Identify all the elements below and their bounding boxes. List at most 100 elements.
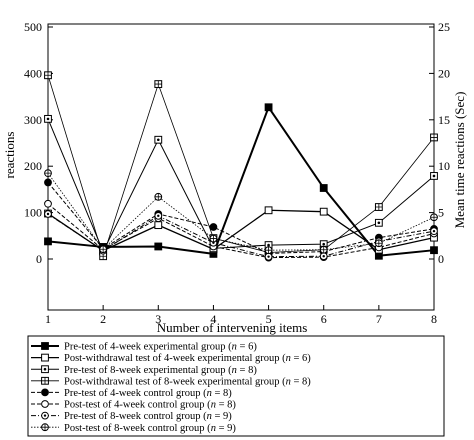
y2-tick-label: 20 (438, 66, 450, 80)
series-point-8 (430, 213, 438, 222)
marker-dot (432, 174, 436, 178)
marker-dot (322, 255, 325, 258)
x-tick-label: 2 (100, 312, 106, 326)
y2-axis-title: Mean time reactions (Sec) (452, 92, 467, 229)
marker-dot (43, 367, 47, 371)
y2-tick-label: 5 (438, 206, 444, 220)
series-point-8 (44, 169, 52, 178)
marker-shape (41, 353, 49, 362)
series-point-4 (374, 203, 383, 211)
legend-label-count: = 8) (291, 376, 311, 387)
x-tick-label: 4 (210, 312, 216, 326)
marker-plus (41, 423, 49, 431)
legend-marker-1 (41, 342, 49, 350)
legend-label-count: = 6) (237, 342, 257, 353)
series-point-4 (430, 133, 438, 142)
legend-marker-6 (41, 400, 49, 408)
series-point-5 (44, 178, 52, 187)
legend-label-count: = 6) (291, 353, 311, 364)
marker-shape (154, 221, 163, 230)
legend-marker-8 (41, 423, 49, 432)
legend-label-6: Post-test of 4-week control group (n = 8… (64, 400, 236, 411)
series-point-7 (319, 252, 328, 261)
marker-shape (319, 207, 328, 216)
series-point-4 (154, 80, 163, 88)
series-point-1 (154, 242, 163, 251)
marker-shape (44, 178, 52, 187)
legend: Pre-test of 4-week experimental group (n… (31, 342, 311, 434)
marker-dot (432, 229, 436, 233)
y-axis-title: reactions (2, 132, 17, 179)
series-point-1 (319, 184, 328, 192)
legend-label-count: = 9) (216, 423, 236, 434)
x-tick-label: 1 (45, 312, 51, 326)
marker-plus (44, 169, 52, 177)
series-point-3 (430, 172, 438, 180)
x-tick-label: 3 (155, 312, 161, 326)
legend-label-n: n (211, 423, 216, 434)
marker-plus (265, 246, 272, 254)
series-line-5 (47, 182, 435, 254)
series-point-8 (209, 234, 218, 243)
legend-marker-5 (41, 388, 49, 397)
legend-label-text: Post-test of 8-week control group ( (64, 423, 211, 434)
legend-label-n: n (286, 376, 291, 387)
legend-label-4: Post-withdrawal test of 8-week experimen… (64, 376, 311, 387)
series-point-2 (154, 221, 163, 230)
legend-label-count: = 8) (216, 400, 236, 411)
legend-label-5: Pre-test of 4-week control group (n = 8) (64, 388, 232, 399)
y2-tick-label: 25 (438, 20, 450, 34)
marker-dot (267, 243, 270, 247)
legend-label-count: = 8) (237, 365, 257, 376)
series-point-5 (209, 223, 218, 231)
series-line-6 (47, 203, 435, 259)
marker-plus (320, 246, 328, 254)
legend-label-n: n (207, 388, 212, 399)
series-point-8 (154, 192, 163, 201)
marker-shape (41, 400, 49, 408)
marker-dot (267, 255, 270, 258)
series-point-7 (154, 211, 163, 220)
legend-label-7: Pre-test of 8-week control group (n = 9) (64, 411, 232, 422)
legend-label-text: Post-withdrawal test of 8-week experimen… (64, 376, 286, 387)
legend-label-text: Pre-test of 4-week experimental group ( (64, 342, 232, 353)
marker-dot (157, 214, 160, 218)
marker-plus (154, 193, 162, 201)
marker-shape (41, 342, 49, 350)
y2-tick-label: 0 (438, 252, 444, 266)
legend-label-text: Pre-test of 8-week experimental group ( (64, 365, 232, 376)
marker-plus (430, 134, 438, 141)
legend-label-8: Post-test of 8-week control group (n = 9… (64, 423, 236, 434)
y-tick-label: 200 (24, 159, 42, 173)
series-line-3 (47, 118, 435, 253)
y2-tick-label: 15 (438, 113, 450, 127)
series-point-3 (374, 218, 383, 227)
x-axis-title: Number of intervening items (157, 320, 308, 335)
marker-dot (377, 221, 381, 225)
series-point-3 (154, 135, 163, 144)
series-point-8 (374, 239, 383, 248)
legend-label-text: Post-withdrawal test of 4-week experimen… (64, 353, 286, 364)
series-line-8 (47, 172, 435, 251)
marker-plus (375, 239, 383, 247)
series-line-1 (47, 105, 435, 257)
legend-label-count: = 9) (212, 411, 232, 422)
axis-ticks: 0 100 200 300 400 500 0 5 10 15 20 25 1 2 3 4 5 6 7 8 (24, 20, 450, 326)
series-point-8 (319, 245, 328, 254)
series-point-1 (264, 103, 273, 112)
marker-plus (375, 203, 383, 211)
series-point-6 (44, 199, 52, 208)
marker-plus (154, 80, 162, 88)
series-point-2 (319, 207, 328, 216)
marker-shape (209, 223, 218, 231)
legend-label-n: n (207, 411, 212, 422)
marker-shape (319, 184, 328, 192)
marker-shape (41, 388, 49, 397)
marker-plus (430, 213, 438, 221)
y-tick-label: 500 (24, 20, 42, 34)
legend-label-n: n (232, 342, 237, 353)
series-line-7 (47, 213, 435, 258)
marker-dot (322, 242, 326, 246)
marker-shape (264, 103, 273, 112)
marker-shape (264, 206, 273, 215)
